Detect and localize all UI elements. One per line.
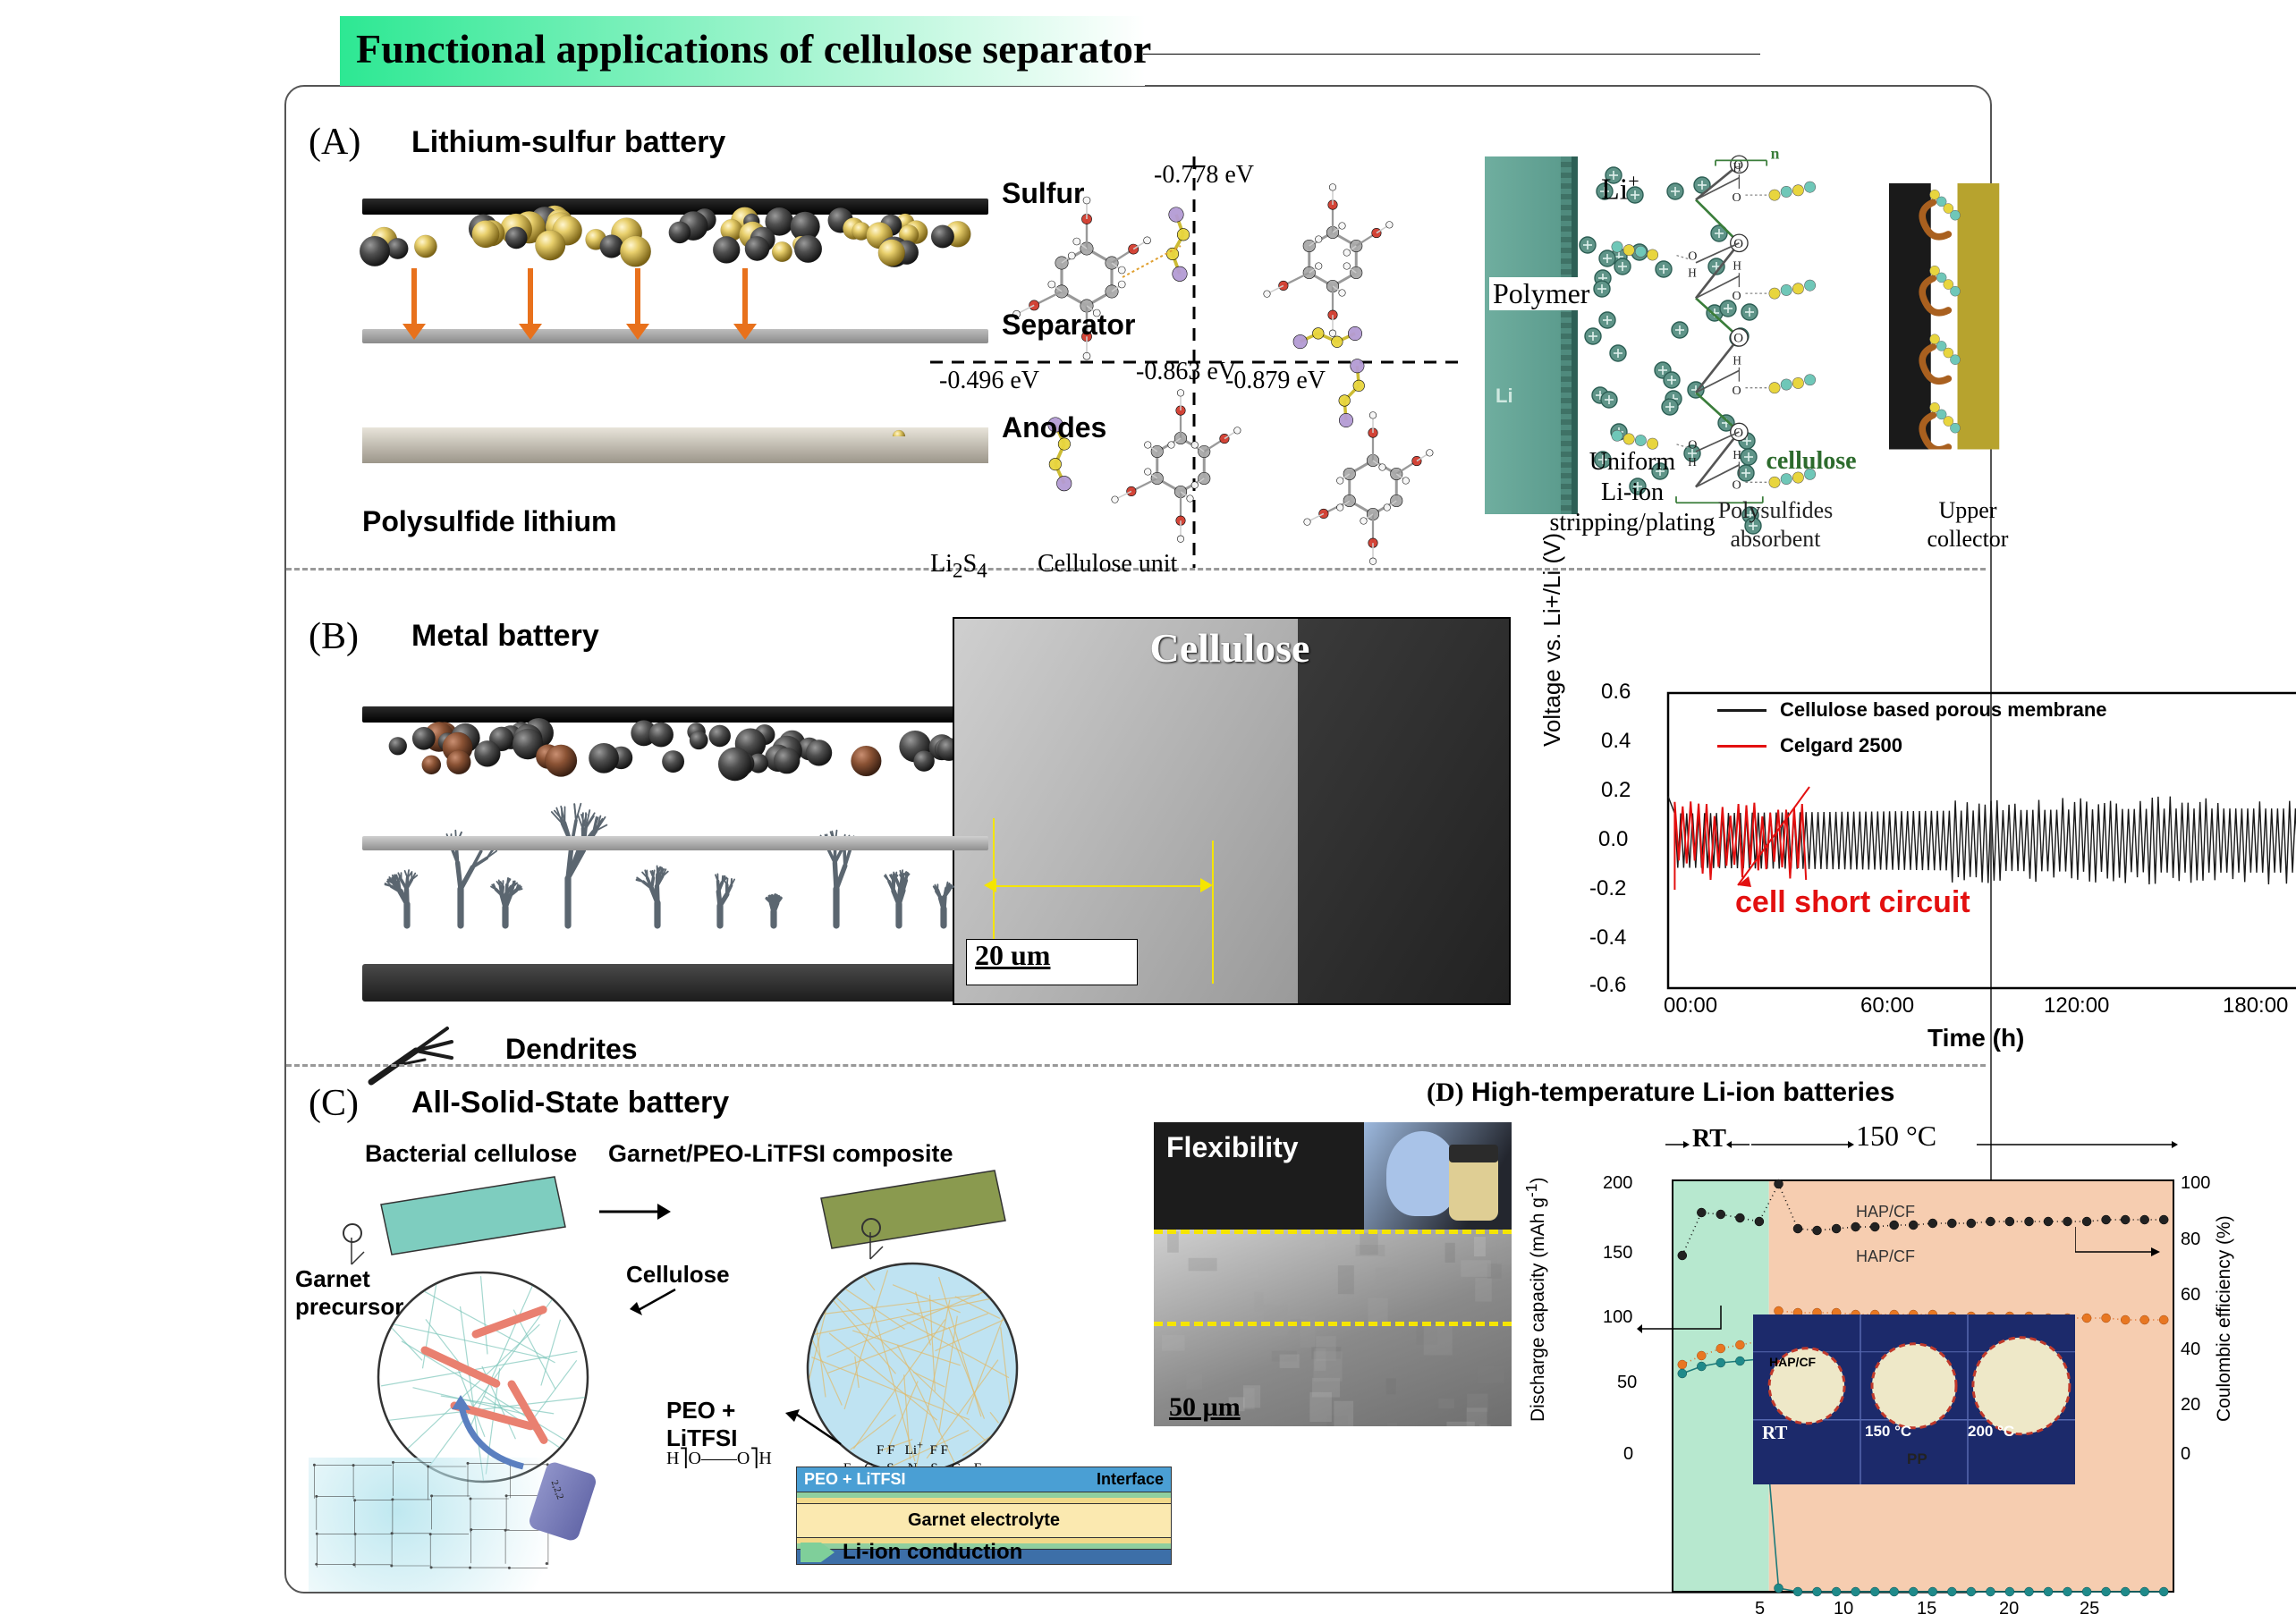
svg-text:H: H: [1733, 259, 1741, 273]
svg-text:O: O: [1732, 384, 1741, 398]
svg-text:O: O: [1732, 289, 1741, 303]
svg-text:O: O: [1732, 190, 1741, 205]
svg-text:H: H: [1688, 266, 1697, 280]
svg-text:O: O: [1732, 478, 1741, 492]
svg-text:H: H: [1733, 353, 1741, 367]
svg-text:O: O: [1733, 332, 1743, 346]
svg-text:H: H: [1688, 455, 1697, 469]
svg-text:O: O: [1688, 249, 1697, 263]
svg-text:n: n: [1771, 145, 1780, 163]
svg-text:H: H: [1733, 161, 1741, 174]
svg-text:O: O: [1688, 437, 1697, 452]
